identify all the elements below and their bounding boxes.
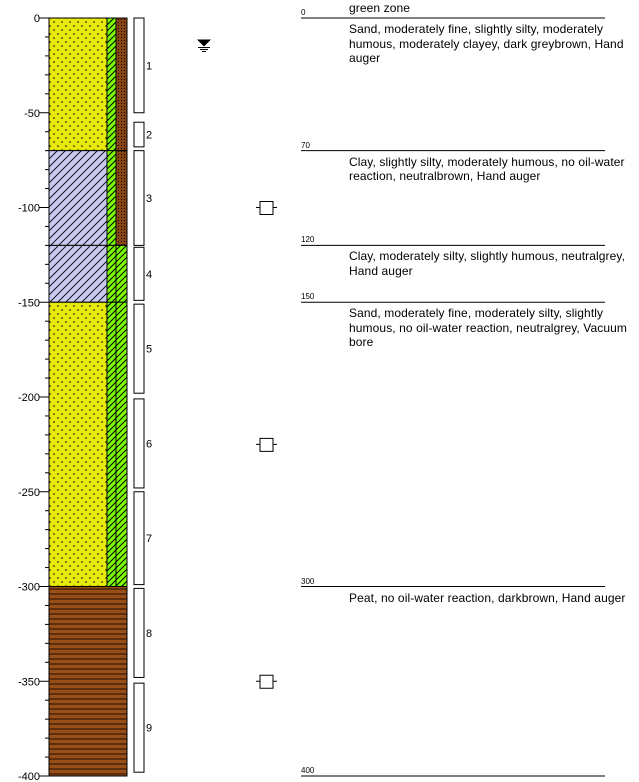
sample-markers — [256, 201, 277, 689]
sample-label: 9 — [146, 723, 152, 735]
description-depth-label: 120 — [301, 235, 315, 245]
sand-layer — [48, 17, 108, 152]
depth-tick-label: -200 — [18, 392, 40, 404]
description-depth-label: 300 — [301, 576, 315, 586]
layer-description: Clay, slightly silty, moderately humous,… — [349, 154, 625, 184]
description-depth-label: 70 — [301, 140, 310, 150]
depth-tick-label: -350 — [18, 676, 40, 688]
clay-layer — [48, 150, 108, 246]
sample-label: 2 — [146, 130, 152, 142]
groundwater-level — [197, 39, 211, 53]
layer-description: Sand, moderately fine, moderately silty,… — [349, 306, 628, 350]
sample-label: 4 — [146, 269, 152, 281]
sample-column: 1 2 3 4 5 6 7 8 9 — [133, 17, 152, 773]
depth-tick-label: -400 — [18, 771, 40, 782]
peat-layer — [48, 586, 128, 777]
sample-label: 1 — [146, 60, 152, 72]
depth-tick-label: -150 — [18, 297, 40, 309]
depth-tick-label: 0 — [34, 13, 40, 25]
sample-box — [133, 682, 145, 773]
sample-label: 5 — [146, 344, 152, 356]
water-level-icon — [197, 39, 211, 47]
depth-tick-label: -100 — [18, 203, 40, 215]
layer-description: green zone — [349, 1, 411, 15]
sample-box — [133, 587, 145, 678]
layer-description: Peat, no oil-water reaction, darkbrown, … — [349, 590, 626, 605]
depth-tick-label: -250 — [18, 487, 40, 499]
sample-box — [133, 246, 145, 301]
sample-box — [133, 398, 145, 489]
sample-box — [133, 491, 145, 586]
description-depth-label: 0 — [301, 8, 306, 17]
sample-label: 3 — [146, 193, 152, 205]
depth-tick-label: -50 — [24, 108, 40, 120]
description-depth-label: 150 — [301, 292, 315, 302]
sample-box — [133, 121, 145, 148]
description-depth-label: 400 — [301, 766, 315, 775]
layer-description: Clay, moderately silty, slightly humous,… — [349, 249, 626, 278]
description-lines — [301, 17, 605, 777]
clay-layer — [48, 244, 108, 303]
soil-column — [48, 17, 128, 777]
sample-box — [133, 150, 145, 246]
sample-label: 6 — [146, 438, 152, 450]
sample-box — [133, 303, 145, 394]
layer-description: Sand, moderately fine, slightly silty, m… — [349, 22, 624, 65]
sample-label: 7 — [146, 533, 152, 545]
sand-layer — [48, 301, 108, 587]
depth-tick-label: -300 — [18, 582, 40, 594]
sample-box — [133, 17, 145, 114]
sample-label: 8 — [146, 628, 152, 640]
